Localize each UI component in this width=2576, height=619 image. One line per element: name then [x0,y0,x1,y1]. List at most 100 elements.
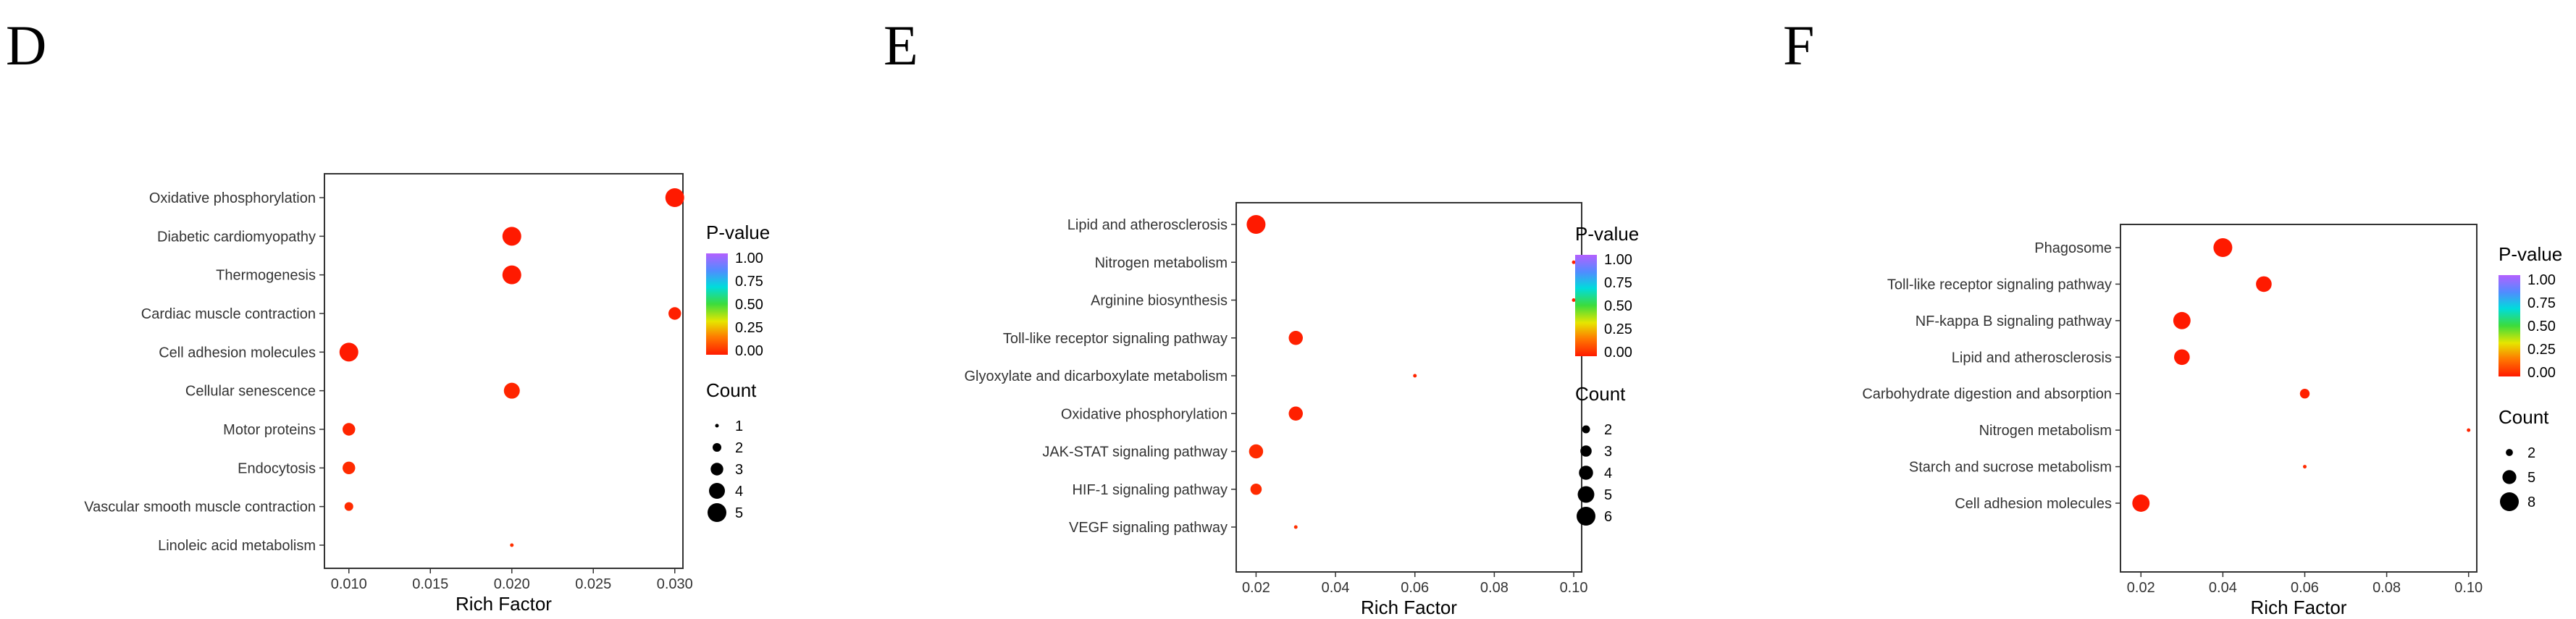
point-linoleic-acid-metabolism [510,543,514,547]
size-legend-dot [1580,445,1592,457]
category-label-cell-adhesion-molecules: Cell adhesion molecules [1955,496,2112,512]
size-legend-label: 5 [1604,487,1612,503]
size-legend-dot [708,503,726,522]
category-label-vascular-smooth-muscle-contraction: Vascular smooth muscle contraction [84,500,316,515]
point-lipid-and-atherosclerosis [1246,215,1266,234]
size-legend-label: 2 [2527,445,2535,461]
category-label-carbohydrate-digestion-and-absorption: Carbohydrate digestion and absorption [1862,387,2112,403]
color-legend-tick: 0.50 [2527,319,2556,334]
category-label-cell-adhesion-molecules: Cell adhesion molecules [159,345,316,361]
x-tick-label: 0.015 [412,576,448,592]
point-glyoxylate-and-dicarboxylate-metabolism [1413,374,1417,378]
x-tick-label: 0.030 [657,576,693,592]
color-legend-tick: 1.00 [1604,252,1632,268]
point-nitrogen-metabolism [2467,428,2471,432]
category-label-cardiac-muscle-contraction: Cardiac muscle contraction [141,306,316,322]
size-legend-dot [712,442,722,452]
x-tick-label: 0.02 [1242,580,1270,596]
x-axis-title: Rich Factor [456,593,552,615]
category-label-hif-1-signaling-pathway: HIF-1 signaling pathway [1072,482,1228,498]
point-arginine-biosynthesis [1572,298,1576,302]
bubble-chart-d: Oxidative phosphorylation Diabetic cardio… [84,173,770,615]
color-legend-title: P-value [2499,243,2562,265]
point-starch-and-sucrose-metabolism [2302,465,2307,469]
point-cell-adhesion-molecules [339,342,358,362]
color-scale-bar [706,253,728,355]
size-legend-title: Count [2499,406,2549,428]
category-label-vegf-signaling-pathway: VEGF signaling pathway [1069,520,1228,536]
size-legend-label: 5 [2527,470,2535,486]
color-scale-bar [2499,275,2520,376]
panel-label-d: D [6,14,47,77]
color-legend-tick: 0.25 [2527,342,2556,358]
point-vascular-smooth-muscle-contraction [344,502,353,511]
category-label-phagosome: Phagosome [2034,240,2112,256]
category-label-nitrogen-metabolism: Nitrogen metabolism [1095,255,1228,271]
category-label-arginine-biosynthesis: Arginine biosynthesis [1091,293,1228,309]
point-carbohydrate-digestion-and-absorption [2299,389,2310,399]
color-legend-tick: 0.00 [735,343,763,359]
color-legend-tick: 1.00 [2527,272,2556,288]
point-toll-like-receptor-signaling-pathway [1288,331,1303,345]
point-oxidative-phosphorylation [665,188,684,207]
size-legend-dot [715,424,719,428]
size-legend-dot [710,463,723,476]
color-legend-tick: 0.50 [1604,298,1632,314]
x-tick-label: 0.010 [331,576,367,592]
size-legend-dot [1577,486,1595,503]
x-tick-label: 0.06 [1401,580,1429,596]
color-legend-tick: 0.00 [2527,365,2556,381]
x-tick-label: 0.04 [2209,580,2237,596]
point-oxidative-phosphorylation [1288,406,1303,421]
point-toll-like-receptor-signaling-pathway [2256,276,2272,292]
point-vegf-signaling-pathway [1293,525,1298,529]
category-label-oxidative-phosphorylation: Oxidative phosphorylation [1061,406,1228,422]
bubble-chart-f: Phagosome Toll-like receptor signaling pa… [1862,224,2562,618]
x-tick-label: 0.10 [1560,580,1588,596]
point-phagosome [2213,238,2233,257]
size-legend-label: 3 [735,462,743,478]
bubble-chart-e: Lipid and atherosclerosis Nitrogen metabo… [964,202,1639,618]
point-endocytosis [343,461,356,475]
point-nitrogen-metabolism [1572,260,1576,264]
color-legend-title: P-value [706,222,770,243]
plot-frame [2120,224,2478,573]
size-legend-label: 2 [1604,422,1612,438]
category-label-lipid-and-atherosclerosis: Lipid and atherosclerosis [1067,217,1228,233]
size-legend-label: 5 [735,505,743,521]
size-legend-label: 4 [1604,466,1612,481]
category-label-endocytosis: Endocytosis [238,460,316,476]
x-tick-label: 0.08 [1480,580,1509,596]
panel-label-e: E [884,14,918,77]
category-label-cellular-senescence: Cellular senescence [185,384,316,400]
category-label-nitrogen-metabolism: Nitrogen metabolism [1979,423,2112,439]
point-hif-1-signaling-pathway [1250,483,1262,495]
x-axis-title: Rich Factor [2251,597,2347,618]
color-legend-title: P-value [1575,223,1639,245]
size-legend-dot [1579,466,1593,480]
size-legend-label: 2 [735,440,743,456]
size-legend-label: 6 [1604,509,1612,525]
size-legend-dot [2506,449,2513,456]
color-legend-tick: 0.75 [1604,275,1632,291]
size-legend-dot [2502,470,2517,484]
size-legend-label: 8 [2527,494,2535,510]
size-legend-label: 3 [1604,444,1612,460]
point-diabetic-cardiomyopathy [502,227,521,246]
panel-label-f: F [1783,14,1815,77]
point-jak-stat-signaling-pathway [1249,444,1264,459]
category-label-jak-stat-signaling-pathway: JAK-STAT signaling pathway [1042,445,1228,460]
category-label-toll-like-receptor-signaling-pathway: Toll-like receptor signaling pathway [1003,331,1228,347]
category-label-motor-proteins: Motor proteins [223,422,316,438]
size-legend-title: Count [706,379,757,401]
color-legend-tick: 0.25 [735,320,763,336]
color-legend-tick: 0.75 [2527,295,2556,311]
point-motor-proteins [343,423,356,436]
color-legend-tick: 0.75 [735,274,763,290]
x-tick-label: 0.08 [2372,580,2401,596]
x-axis-title: Rich Factor [1361,597,1457,618]
point-cell-adhesion-molecules [2132,494,2150,512]
point-thermogenesis [502,265,521,285]
category-label-toll-like-receptor-signaling-pathway: Toll-like receptor signaling pathway [1887,277,2112,292]
size-legend-label: 4 [735,484,743,500]
